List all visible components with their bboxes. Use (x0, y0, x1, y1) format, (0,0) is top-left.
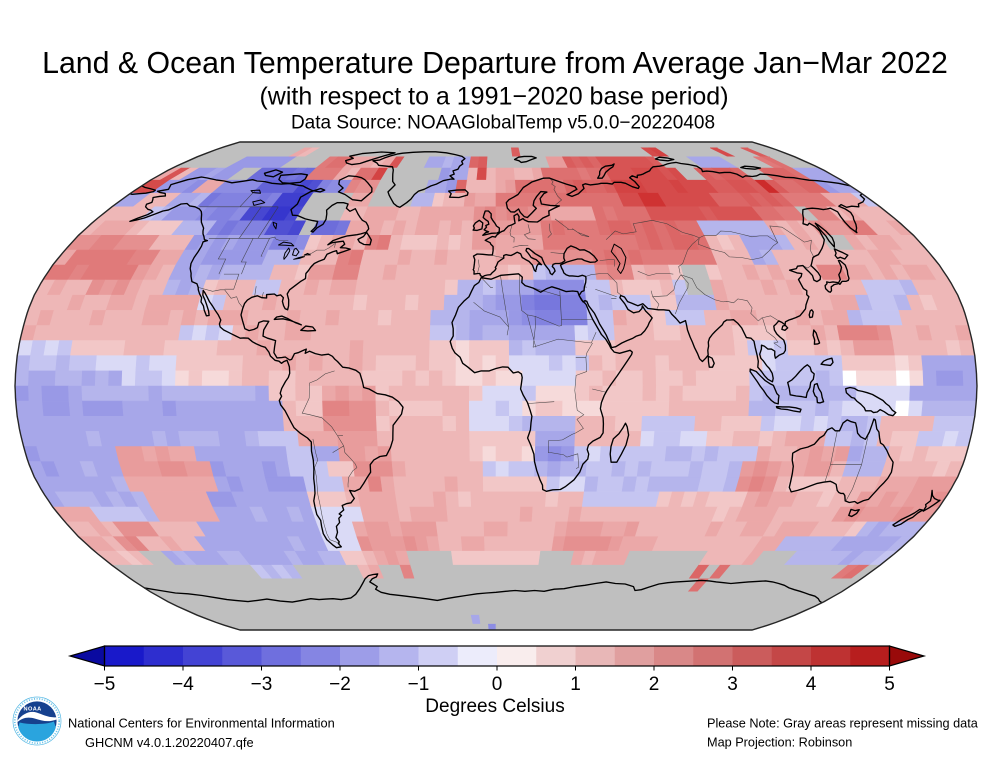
svg-text:2: 2 (649, 674, 660, 695)
svg-text:1: 1 (570, 674, 581, 695)
svg-text:3: 3 (727, 674, 738, 695)
svg-text:Map Projection: Robinson: Map Projection: Robinson (707, 736, 852, 750)
svg-text:−5: −5 (94, 674, 116, 695)
svg-text:4: 4 (806, 674, 817, 695)
svg-text:Land & Ocean Temperature Depar: Land & Ocean Temperature Departure from … (42, 47, 948, 80)
svg-text:(with respect to a 1991−2020 b: (with respect to a 1991−2020 base period… (259, 83, 728, 111)
svg-text:GHCNM v4.0.1.20220407.qfe: GHCNM v4.0.1.20220407.qfe (85, 735, 254, 750)
svg-text:−2: −2 (329, 674, 351, 695)
svg-text:5: 5 (884, 674, 895, 695)
svg-text:0: 0 (492, 674, 503, 695)
svg-text:−3: −3 (251, 674, 273, 695)
svg-text:−4: −4 (172, 674, 194, 695)
svg-text:National Centers for Environme: National Centers for Environmental Infor… (68, 716, 335, 731)
svg-text:NOAA: NOAA (24, 707, 42, 713)
svg-text:−1: −1 (408, 674, 430, 695)
svg-text:Please Note: Gray areas repres: Please Note: Gray areas represent missin… (707, 717, 979, 731)
svg-text:Degrees Celsius: Degrees Celsius (425, 696, 564, 717)
svg-text:Data Source: NOAAGlobalTemp v5: Data Source: NOAAGlobalTemp v5.0.0−20220… (291, 113, 715, 134)
